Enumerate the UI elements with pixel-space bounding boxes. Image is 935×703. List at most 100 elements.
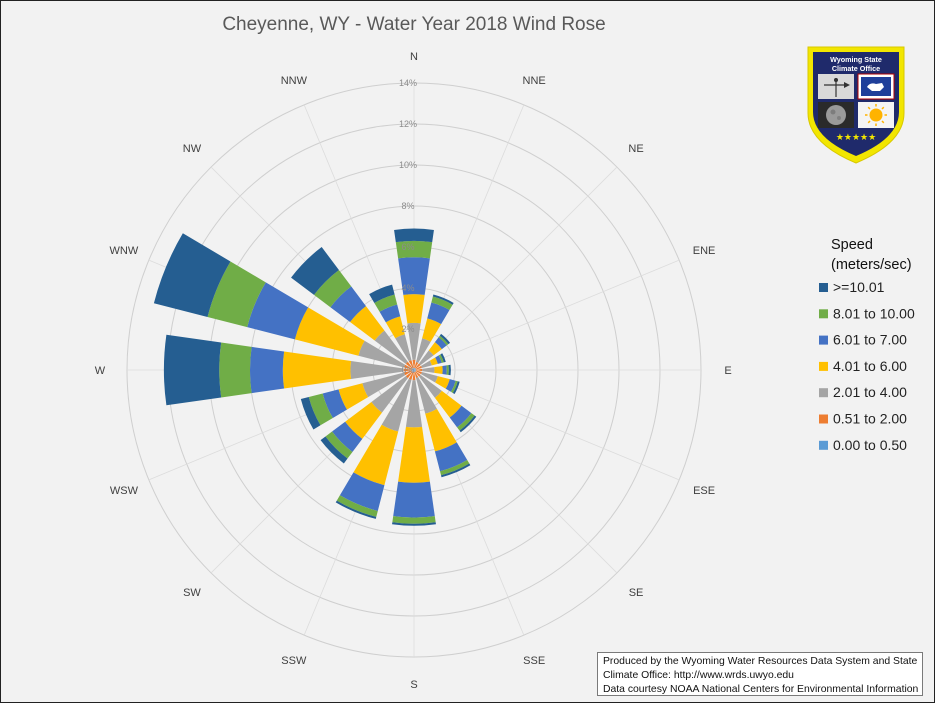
rose-segment-ene — [438, 354, 444, 363]
rose-segment-nnw — [395, 334, 412, 362]
rose-segment-nw — [405, 361, 413, 369]
rose-segment-ne — [428, 342, 442, 356]
legend-title: Speed — [831, 237, 873, 253]
rose-segment-nne — [422, 318, 442, 342]
rose-segment-nw — [350, 306, 385, 341]
rose-segment-se — [415, 371, 421, 377]
rose-segment-nne — [432, 294, 454, 305]
rose-segment-sse — [414, 371, 419, 378]
logo-text-line2: Climate Office — [832, 64, 880, 73]
grid-spoke — [413, 369, 680, 481]
rose-segment-sse — [440, 459, 470, 476]
direction-label-sw: SW — [183, 587, 201, 599]
rose-segment-sw — [412, 370, 414, 372]
rose-segment-nnw — [379, 304, 401, 323]
rose-segment-e — [442, 365, 447, 375]
rose-segment-nne — [427, 302, 450, 325]
rose-segment-wsw — [300, 397, 321, 430]
rose-segment-s — [392, 516, 436, 524]
rose-segment-sw — [325, 431, 353, 459]
rose-segment-wnw — [207, 261, 266, 328]
radial-tick-label: 10% — [399, 160, 417, 170]
rose-segment-se — [418, 374, 442, 398]
rose-segment-ese — [445, 379, 456, 392]
rose-segment-sw — [345, 402, 382, 439]
rose-segment-w — [249, 346, 285, 394]
rose-segment-se — [434, 390, 462, 418]
rose-segment-nne — [414, 368, 416, 370]
rose-segment-ssw — [339, 472, 385, 511]
rose-segment-nw — [313, 269, 352, 308]
direction-label-ese: ESE — [693, 485, 715, 497]
rose-segment-nnw — [408, 360, 414, 369]
rose-segment-se — [459, 415, 477, 433]
rose-segment-n — [407, 322, 421, 360]
rose-segment-w — [411, 369, 414, 371]
direction-labels: N NNE NE ENE E ESE SE SSE S SSW SW WSW W WNW NW NNW — [95, 51, 732, 691]
rose-segment-sse — [434, 442, 468, 472]
rose-segment-nnw — [369, 284, 395, 303]
rose-segment-ese — [452, 381, 460, 395]
rose-segment-ssw — [412, 370, 414, 372]
rose-segment-ne — [415, 363, 421, 369]
legend-entry: 6.01 to 7.00 — [833, 332, 907, 348]
rose-segment-wnw — [294, 307, 365, 356]
rose-segment-w — [350, 361, 404, 379]
rose-segment-ene — [440, 353, 446, 363]
rose-segment-wnw — [358, 340, 406, 368]
rose-segment-n — [398, 257, 430, 295]
rose-segment-s — [412, 372, 416, 381]
rose-segment-sse — [414, 370, 416, 372]
rose-segment-w — [163, 334, 222, 406]
rose-segment-se — [457, 413, 475, 431]
logo-stars: ★★★★★ — [836, 133, 876, 143]
rose-segment-e — [422, 367, 435, 373]
legend-entry: 2.01 to 4.00 — [833, 384, 907, 400]
legend-swatch — [819, 361, 828, 371]
direction-label-ne: NE — [628, 143, 643, 155]
rose-segment-ese — [415, 370, 422, 375]
grid-spoke — [413, 259, 680, 371]
legend-swatch — [819, 388, 828, 398]
rose-segment-nw — [374, 330, 408, 364]
radial-tick-labels: 0% 2% 4% 6% 8% 10% 12% 14% — [399, 78, 417, 375]
legend-swatch — [819, 414, 828, 424]
rose-segment-nne — [416, 338, 431, 363]
rose-segment-e — [446, 365, 449, 375]
rose-segment-wnw — [412, 368, 414, 370]
chart-title: Cheyenne, WY - Water Year 2018 Wind Rose — [222, 14, 605, 35]
rose-segment-s — [413, 370, 415, 373]
direction-label-wnw: WNW — [110, 245, 139, 257]
direction-label-n: N — [410, 51, 418, 63]
rose-segment-n — [394, 228, 434, 243]
rose-segment-nnw — [374, 294, 398, 312]
rose-segment-w — [403, 368, 412, 372]
rose-segment-sse — [425, 408, 457, 452]
rose-segment-e — [416, 368, 423, 372]
rose-segment-ssw — [353, 424, 399, 486]
rose-segment-ne — [434, 337, 447, 350]
rose-segment-ssw — [408, 371, 414, 380]
rose-segment-se — [414, 370, 416, 372]
rose-segment-nne — [431, 296, 453, 311]
logo-text-line1: Wyoming State — [830, 55, 882, 64]
legend-entry: 4.01 to 6.00 — [833, 358, 907, 374]
legend-swatch — [819, 335, 828, 345]
rose-segment-ne — [439, 333, 451, 345]
credit-line-2: Climate Office: http://www.wrds.uwyo.edu — [603, 670, 794, 681]
rose-segment-ese — [421, 372, 438, 383]
rose-segment-n — [395, 240, 433, 259]
rose-segment-ssw — [381, 378, 412, 432]
direction-label-nne: NNE — [523, 75, 546, 87]
rose-segment-ne — [418, 350, 434, 366]
direction-label-s: S — [410, 679, 417, 691]
radial-tick-label: 2% — [401, 324, 414, 334]
direction-label-nnw: NNW — [281, 75, 308, 87]
rose-segment-nne — [414, 362, 419, 369]
rose-segment-sse — [441, 463, 471, 478]
credit-line-1: Produced by the Wyoming Water Resources … — [603, 656, 918, 667]
legend-swatch — [819, 309, 828, 319]
rose-segment-wsw — [362, 372, 406, 398]
climate-office-logo: Wyoming State Climate Office ★★★★★ — [807, 46, 905, 164]
radial-tick-label: 8% — [401, 201, 414, 211]
